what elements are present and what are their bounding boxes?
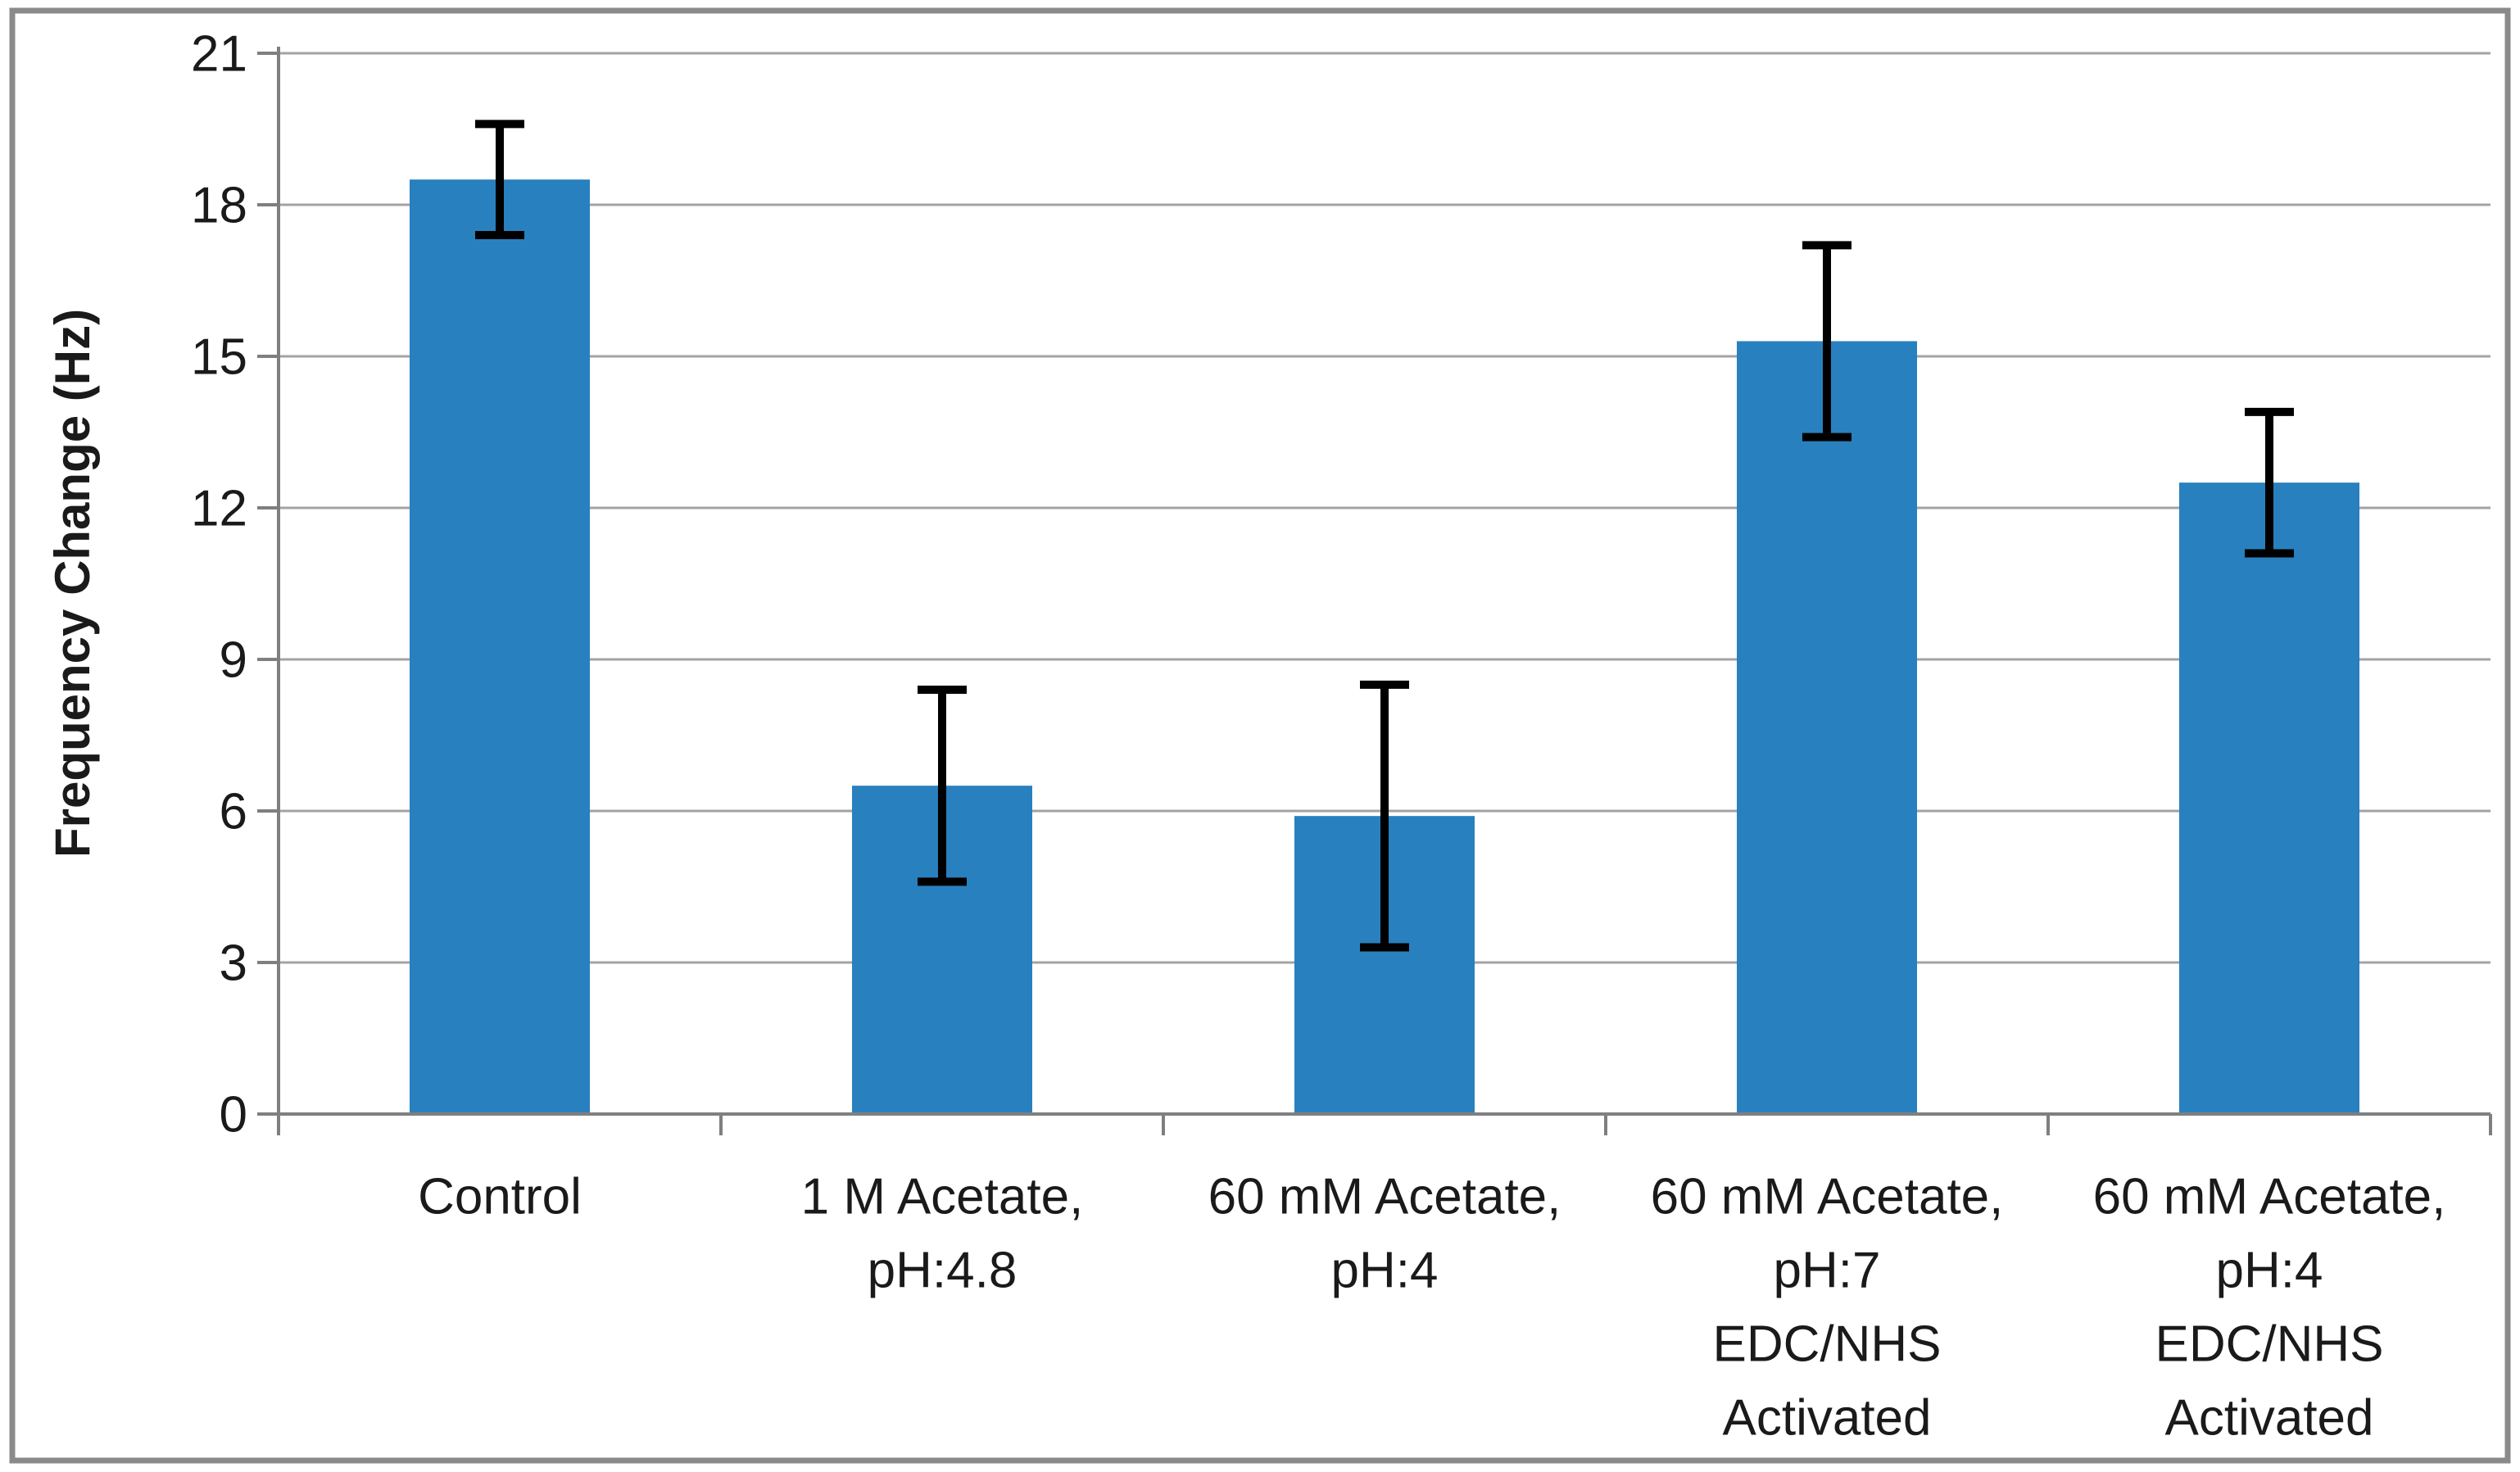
category-label-line: EDC/NHS <box>2155 1316 2383 1373</box>
y-tick-label-0: 0 <box>220 1087 247 1144</box>
y-tick-label-21: 21 <box>191 26 247 83</box>
category-label-line: pH:4 <box>1331 1243 1439 1299</box>
category-label-line: Activated <box>1722 1390 1931 1447</box>
bar-0 <box>410 179 590 1115</box>
y-tick-label-9: 9 <box>220 632 247 689</box>
error-bar-3 <box>1802 241 1851 442</box>
y-axis-tick-labels: 0 3 6 9 12 15 18 21 <box>191 26 247 1144</box>
error-bar-1 <box>918 686 967 886</box>
y-tick-label-18: 18 <box>191 178 247 234</box>
error-bar-4 <box>2245 407 2294 558</box>
y-tick-label-3: 3 <box>220 935 247 992</box>
category-label-line: pH:7 <box>1774 1243 1881 1299</box>
gridlines <box>279 52 2491 964</box>
category-label-line: Control <box>418 1169 582 1225</box>
category-label-line: 60 mM Acetate, <box>1651 1169 2004 1225</box>
category-label-line: 60 mM Acetate, <box>2093 1169 2446 1225</box>
category-label-line: 60 mM Acetate, <box>1208 1169 1561 1225</box>
error-bars <box>475 120 2294 952</box>
figure-border <box>9 7 2511 1464</box>
category-label-line: 1 M Acetate, <box>801 1169 1084 1225</box>
category-label-0: Control <box>418 1169 582 1225</box>
category-label-2: 60 mM Acetate, pH:4 <box>1208 1169 1561 1299</box>
y-tick-label-6: 6 <box>220 784 247 840</box>
category-label-line: Activated <box>2164 1390 2373 1447</box>
y-axis-title: Frequency Change (Hz) <box>45 309 100 858</box>
category-label-3: 60 mM Acetate, pH:7 EDC/NHS Activated <box>1651 1169 2004 1447</box>
bar-4 <box>2179 482 2359 1114</box>
error-bar-2 <box>1360 680 1409 952</box>
axes <box>257 47 2492 1135</box>
category-label-line: pH:4 <box>2216 1243 2323 1299</box>
bar-3 <box>1737 341 1917 1114</box>
category-label-line: EDC/NHS <box>1712 1316 1941 1373</box>
category-label-4: 60 mM Acetate, pH:4 EDC/NHS Activated <box>2093 1169 2446 1447</box>
error-bar-0 <box>475 120 524 239</box>
x-axis-category-labels: Control 1 M Acetate, pH:4.8 60 mM Acetate, p… <box>418 1169 2445 1447</box>
y-tick-label-15: 15 <box>191 329 247 386</box>
category-label-1: 1 M Acetate, pH:4.8 <box>801 1169 1084 1299</box>
y-tick-label-12: 12 <box>191 481 247 537</box>
category-label-line: pH:4.8 <box>868 1243 1018 1299</box>
